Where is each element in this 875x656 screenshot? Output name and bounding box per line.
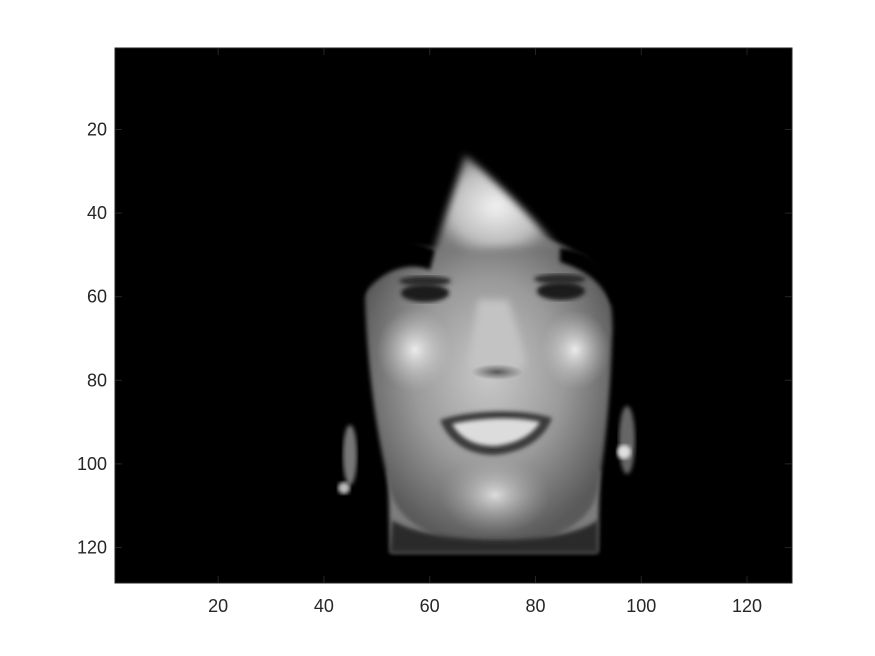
- x-tick-label: 120: [732, 596, 762, 616]
- image-area: [115, 48, 792, 583]
- y-axis: 20 40 60 80 100 120: [77, 120, 792, 557]
- left-earring: [338, 425, 357, 494]
- x-tick-label: 60: [420, 596, 440, 616]
- face-image: [338, 155, 635, 553]
- x-tick-label: 20: [208, 596, 228, 616]
- x-tick-label: 40: [314, 596, 334, 616]
- y-tick-label: 60: [87, 287, 107, 307]
- x-axis: 20 40 60 80 100 120: [208, 48, 762, 616]
- y-tick-label: 20: [87, 120, 107, 140]
- axes-frame: [114, 47, 793, 584]
- y-tick-label: 120: [77, 537, 107, 557]
- y-tick-label: 40: [87, 203, 107, 223]
- x-tick-label: 100: [626, 596, 656, 616]
- y-tick-label: 100: [77, 454, 107, 474]
- x-tick-label: 80: [525, 596, 545, 616]
- right-earring: [617, 406, 635, 474]
- y-tick-label: 80: [87, 370, 107, 390]
